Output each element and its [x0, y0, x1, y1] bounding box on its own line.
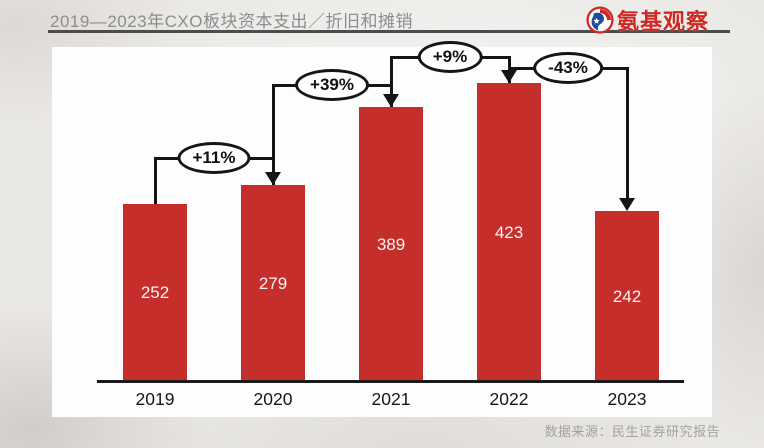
- bar-2019: [123, 204, 187, 382]
- bar-2023: [595, 211, 659, 382]
- x-axis-label-2021: 2021: [371, 389, 411, 409]
- brand-swirl-icon: [586, 6, 614, 34]
- arrow-shaft: [625, 68, 629, 200]
- arrow-bracket-left: [153, 158, 157, 204]
- chart-title: 2019—2023年CXO板块资本支出／折旧和摊销: [50, 12, 413, 31]
- data-source-note: 数据来源：民生证券研究报告: [544, 424, 720, 439]
- bar-2022: [477, 83, 541, 382]
- arrow-bracket-left: [507, 68, 511, 83]
- pct-change-bubble-2022: +9%: [417, 41, 483, 73]
- pct-change-bubble-2023: -43%: [533, 52, 603, 84]
- bar-value-2019: 252: [140, 283, 170, 302]
- x-axis-label-2022: 2022: [489, 389, 529, 409]
- bar-2020: [241, 185, 305, 382]
- arrow-shaft: [507, 57, 511, 72]
- bar-value-2021: 389: [376, 235, 406, 254]
- arrow-bracket-left: [389, 57, 393, 107]
- pct-change-bubble-2021: +39%: [295, 69, 369, 101]
- bar-value-2023: 242: [612, 287, 642, 306]
- x-axis-label-2020: 2020: [253, 389, 293, 409]
- title-underline: [48, 30, 730, 33]
- brand-name: 氨基观察: [617, 9, 710, 34]
- arrow-bracket-left: [271, 85, 275, 185]
- x-axis-line: [97, 380, 684, 383]
- pct-change-bubble-2020: +11%: [177, 142, 251, 174]
- bar-2021: [359, 107, 423, 382]
- bar-value-2022: 423: [494, 223, 524, 242]
- brand-logo: 氨基观察: [586, 4, 709, 36]
- x-axis-label-2019: 2019: [135, 389, 175, 409]
- x-axis-label-2023: 2023: [607, 389, 647, 409]
- arrow-head: [619, 198, 635, 211]
- bar-value-2020: 279: [258, 274, 288, 293]
